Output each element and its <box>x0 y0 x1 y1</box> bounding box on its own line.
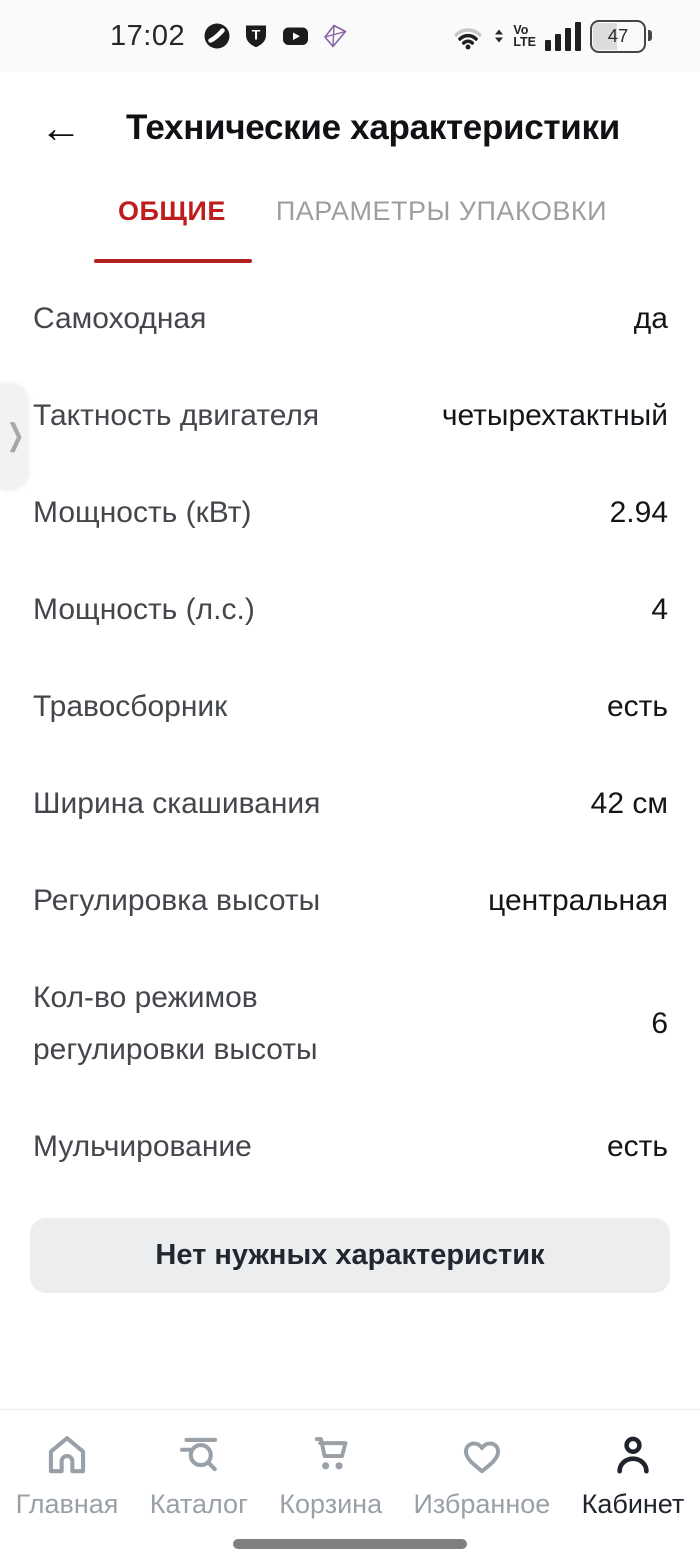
nav-item-catalog[interactable]: Каталог <box>150 1430 248 1520</box>
nav-label: Избранное <box>413 1489 551 1519</box>
spec-value: центральная <box>488 884 668 917</box>
spec-row-mulching: Мульчирование есть <box>33 1121 668 1173</box>
spec-row-engine-stroke: Тактность двигателя четырехтактный <box>33 390 668 442</box>
volte-indicator: Vo LTE <box>513 22 536 49</box>
catalog-search-icon <box>174 1430 224 1482</box>
cart-icon <box>306 1430 356 1482</box>
spec-label: Ширина скашивания <box>33 787 321 820</box>
home-icon <box>42 1430 92 1482</box>
signal-strength-icon <box>545 21 581 51</box>
svg-text:T: T <box>252 27 261 43</box>
battery-fill <box>593 22 618 50</box>
spec-label: Регулировка высоты <box>33 884 321 917</box>
wifi-icon <box>454 28 482 50</box>
clock: 17:02 <box>110 19 186 52</box>
spec-list: Самоходная да Тактность двигателя четыре… <box>33 293 668 1173</box>
browser-app-icon <box>204 23 230 49</box>
spec-value: 6 <box>651 1007 668 1040</box>
spec-row-grass-catcher: Травосборник есть <box>33 681 668 733</box>
status-bar: 17:02 T <box>0 0 700 72</box>
status-bar-left: 17:02 T <box>110 20 350 53</box>
spec-row-height-adjustment: Регулировка высоты центральная <box>33 875 668 927</box>
person-icon <box>608 1430 658 1482</box>
nav-label: Кабинет <box>581 1489 685 1519</box>
spec-row-cutting-width: Ширина скашивания 42 см <box>33 778 668 830</box>
spec-label: Травосборник <box>33 690 228 723</box>
heart-icon <box>457 1430 507 1482</box>
battery-percent: 47 <box>607 25 629 46</box>
nav-label: Каталог <box>149 1489 248 1519</box>
wifi-traffic-arrows-icon <box>495 29 504 42</box>
chevron-right-icon: ❯ <box>6 418 26 452</box>
nav-item-home[interactable]: Главная <box>15 1430 119 1520</box>
nav-label: Корзина <box>279 1489 383 1519</box>
spec-label: Мощность (кВт) <box>33 496 252 529</box>
nav-item-cart[interactable]: Корзина <box>279 1430 382 1520</box>
page-title: Технические характеристики <box>126 108 620 147</box>
gesture-home-bar[interactable] <box>233 1539 467 1549</box>
back-button[interactable]: ← <box>40 104 82 151</box>
side-pull-handle[interactable]: ❯ <box>0 383 28 488</box>
battery-icon: 47 <box>590 19 652 53</box>
spec-value: есть <box>606 1130 668 1163</box>
spec-label: Тактность двигателя <box>33 399 320 432</box>
status-bar-right: Vo LTE 47 <box>451 19 652 53</box>
notification-icons: T <box>202 21 350 51</box>
spec-value: 42 см <box>590 787 668 820</box>
spec-label: Кол-во режимов регулировки высоты <box>33 981 318 1066</box>
video-app-icon <box>283 27 309 45</box>
spec-row-self-propelled: Самоходная да <box>33 293 668 345</box>
spec-value: есть <box>606 690 668 723</box>
nav-label: Главная <box>15 1489 119 1519</box>
spec-row-power-hp: Мощность (л.с.) 4 <box>33 584 668 636</box>
spec-label: Мульчирование <box>33 1130 252 1163</box>
shield-t-app-icon: T <box>246 25 267 48</box>
nav-item-favorites[interactable]: Избранное <box>413 1430 550 1520</box>
header: ← Технические характеристики <box>0 72 700 150</box>
no-needed-specs-button[interactable]: Нет нужных характеристик <box>30 1218 670 1293</box>
prism-app-icon <box>324 24 347 48</box>
spec-value: 4 <box>651 593 668 626</box>
battery-nub <box>647 29 652 41</box>
spec-label: Мощность (л.с.) <box>33 593 255 626</box>
tab-general[interactable]: ОБЩИЕ <box>94 196 252 263</box>
spec-row-power-kw: Мощность (кВт) 2.94 <box>33 487 668 539</box>
spec-value: 2.94 <box>609 496 668 529</box>
nav-item-account[interactable]: Кабинет <box>581 1430 685 1520</box>
bottom-navigation: Главная Каталог Корзина Из <box>0 1409 700 1556</box>
spec-row-height-modes: Кол-во режимов регулировки высоты 6 <box>33 972 668 1076</box>
spec-value: четырехтактный <box>441 399 668 432</box>
spec-label: Самоходная <box>33 302 207 335</box>
tab-bar: ОБЩИЕ ПАРАМЕТРЫ УПАКОВКИ <box>94 196 700 263</box>
spec-value: да <box>633 302 668 335</box>
tab-package-params[interactable]: ПАРАМЕТРЫ УПАКОВКИ <box>276 196 607 235</box>
